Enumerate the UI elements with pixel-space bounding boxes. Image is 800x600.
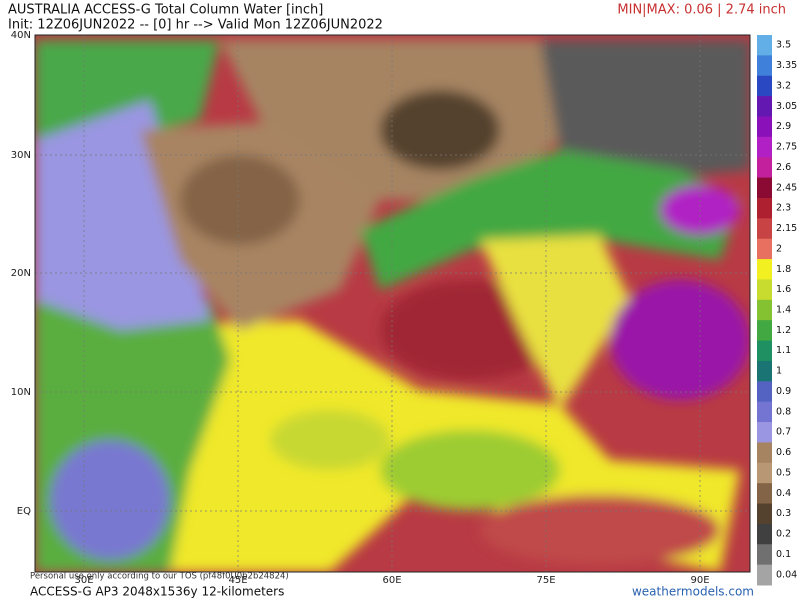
tibet-gray bbox=[540, 40, 750, 180]
lat-label: 40N bbox=[11, 30, 31, 41]
colorbar-swatch bbox=[757, 116, 772, 138]
init-line: Init: 12Z06JUN2022 -- [0] hr --> Valid M… bbox=[8, 18, 383, 33]
colorbar-swatch bbox=[757, 238, 772, 260]
colorbar-label: 1.2 bbox=[776, 325, 791, 336]
colorbar-swatch bbox=[757, 523, 772, 545]
lon-label: 75E bbox=[536, 575, 555, 586]
colorbar-swatch bbox=[757, 218, 772, 240]
min-max: MIN|MAX: 0.06 | 2.74 inch bbox=[617, 3, 786, 18]
colorbar-swatch bbox=[757, 422, 772, 443]
colorbar-label: 0.04 bbox=[776, 569, 797, 580]
red-patch bbox=[480, 495, 720, 565]
green-belt bbox=[360, 150, 740, 290]
colorbar-label: 0.8 bbox=[776, 406, 791, 417]
colorbar-label: 3.35 bbox=[776, 60, 797, 71]
colorbar-label: 2 bbox=[776, 243, 782, 254]
colorbar-swatch bbox=[757, 259, 772, 280]
colorbar-swatch bbox=[757, 503, 772, 525]
colorbar-label: 3.2 bbox=[776, 80, 791, 91]
colorbar-label: 1.8 bbox=[776, 264, 791, 275]
desert-dark bbox=[180, 155, 300, 245]
green-patch bbox=[270, 410, 390, 470]
colorbar-swatch bbox=[757, 299, 772, 321]
map-field bbox=[35, 35, 750, 572]
colorbar-label: 1.6 bbox=[776, 284, 791, 295]
colorbar-swatch bbox=[757, 462, 772, 484]
lat-label: 30N bbox=[11, 150, 31, 161]
colorbar-label: 3.05 bbox=[776, 101, 797, 112]
graticule bbox=[35, 35, 750, 572]
colorbar-swatch bbox=[757, 564, 772, 586]
model-info: ACCESS-G AP3 2048x1536y 12-kilometers bbox=[30, 585, 284, 599]
lat-label: 20N bbox=[11, 268, 31, 279]
colorbar-label: 2.15 bbox=[776, 223, 797, 234]
colorbar-swatch bbox=[757, 75, 772, 97]
iran-dark bbox=[380, 90, 500, 170]
colorbar-swatch bbox=[757, 96, 772, 117]
india-yellow bbox=[480, 235, 630, 410]
colorbar-label: 0.6 bbox=[776, 447, 791, 458]
colorbar-label: 2.9 bbox=[776, 121, 791, 132]
lat-label: 10N bbox=[11, 387, 31, 398]
colorbar-label: 1 bbox=[776, 366, 782, 377]
colorbar-swatch bbox=[757, 55, 772, 77]
med-green bbox=[35, 40, 220, 150]
colorbar-swatch bbox=[757, 340, 772, 362]
colorbar-label: 1.1 bbox=[776, 345, 791, 356]
colorbar-label: 2.75 bbox=[776, 142, 797, 153]
colorbar-swatch bbox=[757, 35, 772, 56]
colorbar-swatch bbox=[757, 197, 772, 219]
colorbar-swatch bbox=[757, 544, 772, 566]
colorbar-swatch bbox=[757, 177, 772, 199]
colorbar-swatch bbox=[757, 157, 772, 179]
colorbar-label: 3.5 bbox=[776, 40, 791, 51]
lon-label: 30E bbox=[74, 575, 93, 586]
colorbar-swatch bbox=[757, 381, 772, 403]
colorbar-swatch bbox=[757, 442, 772, 464]
colorbar-label: 2.3 bbox=[776, 203, 791, 214]
colorbar-label: 0.9 bbox=[776, 386, 791, 397]
lat-labels: 40N 30N 20N 10N EQ bbox=[11, 30, 31, 517]
colorbar-label: 0.5 bbox=[776, 467, 791, 478]
lat-label: EQ bbox=[17, 506, 31, 517]
lon-label: 90E bbox=[690, 575, 709, 586]
colorbar-swatch bbox=[757, 279, 772, 301]
colorbar-label: 1.4 bbox=[776, 305, 791, 316]
lon-label: 45E bbox=[228, 575, 247, 586]
africa-purple bbox=[50, 440, 170, 560]
colorbar-label: 0.4 bbox=[776, 488, 791, 499]
colorbar-label: 2.6 bbox=[776, 162, 791, 173]
bay-magenta bbox=[610, 280, 750, 400]
colorbar-swatch bbox=[757, 360, 772, 382]
lon-label: 60E bbox=[382, 575, 401, 586]
colorbar-label: 2.45 bbox=[776, 182, 797, 193]
site-link[interactable]: weathermodels.com bbox=[632, 585, 754, 599]
colorbar-swatch bbox=[757, 320, 772, 342]
lon-labels: 30E 45E 60E 75E 90E bbox=[74, 575, 709, 586]
colorbar-swatch bbox=[757, 483, 772, 505]
colorbar-label: 0.2 bbox=[776, 529, 791, 540]
map-frame bbox=[34, 34, 751, 573]
title: AUSTRALIA ACCESS-G Total Column Water [i… bbox=[8, 3, 323, 18]
colorbar-label: 0.1 bbox=[776, 549, 791, 560]
colorbar: 3.5 3.35 3.2 3.05 2.9 2.75 2.6 2.45 2.3 2.15 2 1.8 1… bbox=[757, 35, 797, 586]
colorbar-label: 0.7 bbox=[776, 427, 791, 438]
watermark: Personal use only according to our TOS (… bbox=[30, 572, 289, 582]
colorbar-label: 0.3 bbox=[776, 508, 791, 519]
colorbar-swatch bbox=[757, 136, 772, 158]
green-patch bbox=[380, 430, 560, 510]
colorbar-swatch bbox=[757, 401, 772, 423]
